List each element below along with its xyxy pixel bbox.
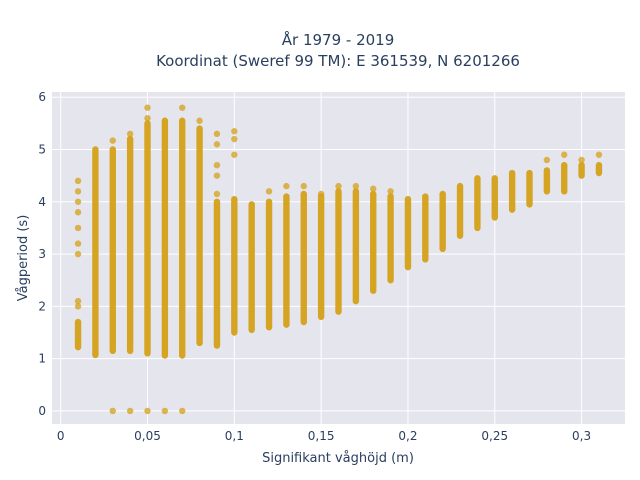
data-point: [109, 137, 116, 144]
data-point-column: [248, 201, 255, 334]
data-point-column: [265, 198, 273, 331]
data-point: [370, 185, 377, 192]
y-axis-title: Vågperiod (s): [16, 215, 31, 302]
y-tick-label: 5: [38, 143, 46, 157]
chart-title-line1: År 1979 - 2019: [282, 30, 395, 49]
data-point: [231, 128, 238, 135]
data-point-column: [317, 193, 325, 321]
data-point: [283, 182, 290, 190]
data-point: [561, 151, 568, 158]
x-tick-label: 0,25: [481, 429, 508, 443]
data-point: [387, 188, 394, 195]
data-point: [161, 407, 169, 415]
data-point: [74, 240, 82, 247]
data-point-column: [404, 195, 412, 271]
data-point: [196, 117, 203, 124]
data-point: [126, 130, 134, 138]
data-point-column: [109, 146, 116, 355]
x-tick-label: 0,1: [225, 429, 244, 443]
data-point: [179, 407, 186, 415]
x-axis-ticks: 0 0,05 0,1 0,15 0,2 0,25 0,3: [57, 429, 591, 443]
y-axis-ticks: 0 1 2 3 4 5 6: [38, 90, 46, 418]
y-tick-label: 6: [38, 90, 46, 104]
data-point: [352, 182, 360, 190]
x-tick-label: 0,05: [134, 429, 161, 443]
y-tick-label: 4: [38, 195, 46, 209]
data-point: [74, 209, 82, 216]
data-point-column: [126, 135, 134, 355]
data-point: [213, 190, 221, 198]
data-point-column: [491, 175, 498, 221]
data-point: [144, 114, 151, 122]
data-point: [179, 104, 186, 111]
data-point-column: [300, 190, 307, 326]
data-point-column: [595, 161, 603, 177]
data-point-column: [335, 188, 342, 315]
y-tick-label: 2: [38, 299, 46, 313]
y-tick-label: 0: [38, 404, 46, 418]
x-tick-label: 0: [57, 429, 65, 443]
data-point-column: [231, 195, 238, 336]
data-point: [213, 172, 221, 179]
data-point: [317, 190, 325, 198]
data-point-column: [213, 198, 221, 349]
data-point: [300, 182, 307, 190]
data-point: [231, 135, 238, 143]
data-point-column: [283, 193, 290, 328]
data-point: [109, 407, 116, 415]
data-point: [335, 182, 342, 190]
data-point-column: [456, 182, 464, 239]
data-point: [74, 188, 82, 195]
data-point-column: [474, 175, 481, 232]
data-point-column: [370, 190, 377, 294]
data-point: [543, 156, 551, 164]
data-point-column: [526, 169, 533, 208]
data-point-column: [387, 193, 394, 284]
x-tick-label: 0,2: [398, 429, 417, 443]
data-point-column: [74, 318, 82, 351]
data-point: [74, 224, 82, 232]
data-point-column: [508, 169, 516, 213]
data-point-column: [352, 188, 360, 305]
data-point: [74, 297, 82, 305]
data-point: [74, 198, 82, 205]
data-point: [74, 303, 82, 310]
data-point: [578, 156, 585, 164]
y-tick-label: 3: [38, 247, 46, 261]
y-tick-label: 1: [38, 352, 46, 366]
data-point: [126, 407, 134, 415]
data-points: [74, 104, 603, 415]
x-tick-label: 0,15: [308, 429, 335, 443]
chart-title-line2: Koordinat (Sweref 99 TM): E 361539, N 62…: [156, 52, 520, 70]
data-point-column: [439, 190, 446, 253]
data-point-column: [543, 167, 551, 195]
data-point-column: [161, 117, 169, 359]
data-point-column: [561, 161, 568, 195]
x-tick-label: 0,3: [572, 429, 591, 443]
data-point: [213, 130, 221, 138]
x-axis-title: Signifikant våghöjd (m): [262, 451, 414, 466]
data-point-column: [144, 120, 151, 357]
data-point: [74, 177, 82, 185]
data-point-column: [179, 117, 186, 359]
data-point: [595, 151, 603, 158]
data-point: [231, 151, 238, 158]
data-point: [265, 188, 273, 195]
data-point-column: [422, 193, 429, 263]
data-point: [213, 161, 221, 169]
data-point: [144, 407, 151, 415]
data-point: [144, 104, 151, 111]
data-point-column: [578, 161, 585, 179]
data-point: [74, 250, 82, 258]
data-point: [213, 141, 221, 148]
data-point-column: [92, 146, 99, 359]
data-point-column: [196, 125, 203, 347]
